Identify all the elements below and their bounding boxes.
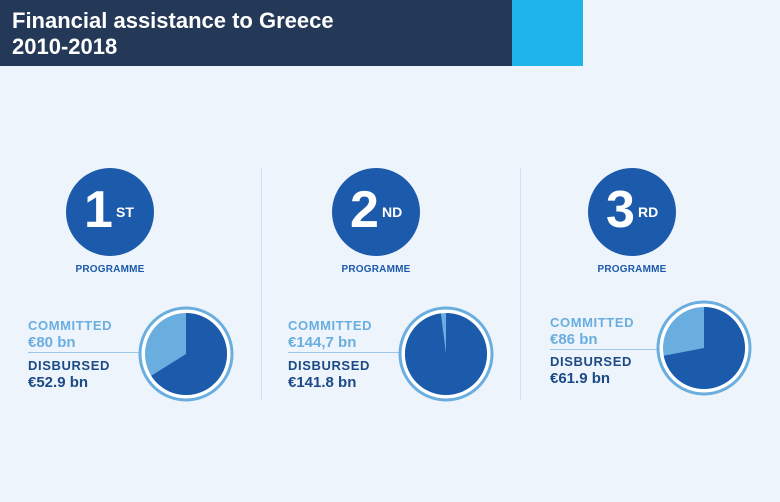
pie-svg — [656, 300, 752, 396]
pie-chart-1 — [138, 306, 234, 402]
programme-label: PROGRAMME — [75, 264, 145, 275]
column-divider-2 — [520, 168, 521, 400]
pie-slice-disbursed — [663, 307, 745, 389]
programme-number: 3 — [606, 181, 635, 239]
programme-badge: 3 RD — [588, 168, 676, 256]
title-line-2: 2010-2018 — [12, 34, 118, 59]
title-bar — [0, 0, 512, 66]
programme-number: 2 — [350, 181, 379, 239]
disbursed-label: DISBURSED — [28, 358, 110, 373]
disbursed-value: €52.9 bn — [28, 374, 89, 391]
programme-2: 2 ND PROGRAMME COMMITTED €144,7 bn DISBU… — [260, 0, 520, 502]
committed-value: €144,7 bn — [288, 334, 357, 351]
pie-svg — [398, 306, 494, 402]
leader-line — [288, 352, 406, 353]
programme-badge: 2 ND — [332, 168, 420, 256]
programme-number: 1 — [84, 181, 113, 239]
leader-line — [28, 352, 146, 353]
title-line-1: Financial assistance to Greece — [12, 8, 334, 33]
programme-suffix: ND — [382, 204, 403, 220]
programme-badge: 1 ST — [66, 168, 154, 256]
committed-label: COMMITTED — [550, 315, 635, 330]
pie-svg — [138, 306, 234, 402]
programme-suffix: RD — [638, 204, 659, 220]
pie-slice-disbursed — [151, 313, 227, 395]
chart-title: Financial assistance to Greece 2010-2018 — [12, 8, 502, 60]
committed-value: €86 bn — [550, 331, 598, 348]
programme-label: PROGRAMME — [597, 264, 667, 275]
programme-3: 3 RD PROGRAMME COMMITTED €86 bn DISBURSE… — [520, 0, 780, 502]
column-divider-1 — [261, 168, 262, 400]
programme-suffix: ST — [116, 204, 134, 220]
disbursed-label: DISBURSED — [288, 358, 370, 373]
programme-1: 1 ST PROGRAMME COMMITTED €80 bn DISBURSE… — [0, 0, 260, 502]
pie-slice-disbursed — [405, 313, 487, 395]
programme-label: PROGRAMME — [341, 264, 411, 275]
committed-label: COMMITTED — [288, 318, 373, 333]
pie-chart-2 — [398, 306, 494, 402]
title-accent-block — [512, 0, 583, 66]
committed-label: COMMITTED — [28, 318, 113, 333]
leader-line — [550, 349, 660, 350]
pie-chart-3 — [656, 300, 752, 396]
disbursed-value: €61.9 bn — [550, 370, 611, 387]
committed-value: €80 bn — [28, 334, 76, 351]
disbursed-label: DISBURSED — [550, 354, 632, 369]
disbursed-value: €141.8 bn — [288, 374, 357, 391]
